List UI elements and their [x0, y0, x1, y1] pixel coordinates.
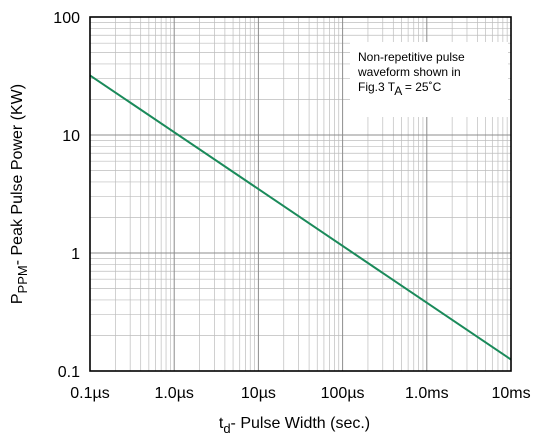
- y-tick-label: 10: [62, 128, 80, 145]
- x-tick-label: 1.0µs: [154, 385, 193, 402]
- x-tick-label: 0.1µs: [70, 385, 109, 402]
- y-tick-labels: 0.1 1 10 100: [53, 10, 80, 381]
- plot-frame: [89, 16, 512, 372]
- y-axis-label: PPPM- Peak Pulse Power (KW): [9, 84, 30, 304]
- y-tick-label: 100: [53, 10, 80, 27]
- y-tick-label: 1: [71, 246, 80, 263]
- minor-gridlines: [90, 17, 511, 371]
- annotation-line: Fig.3 TA = 25˚C: [358, 80, 442, 98]
- x-tick-label: 10µs: [241, 385, 276, 402]
- y-tick-label: 0.1: [58, 364, 80, 381]
- x-tick-label: 100µs: [321, 385, 365, 402]
- x-tick-label: 10ms: [491, 385, 530, 402]
- series-layer: [89, 74, 512, 361]
- annotation-background: [350, 42, 508, 117]
- x-axis-label: td- Pulse Width (sec.): [219, 415, 370, 436]
- annotation-line: Non-repetitive pulse: [358, 50, 465, 64]
- x-tick-label: 1.0ms: [405, 385, 449, 402]
- x-tick-labels: 0.1µs 1.0µs 10µs 100µs 1.0ms 10ms: [70, 385, 530, 402]
- annotation-line: waveform shown in: [357, 65, 461, 79]
- series-line: [89, 74, 512, 361]
